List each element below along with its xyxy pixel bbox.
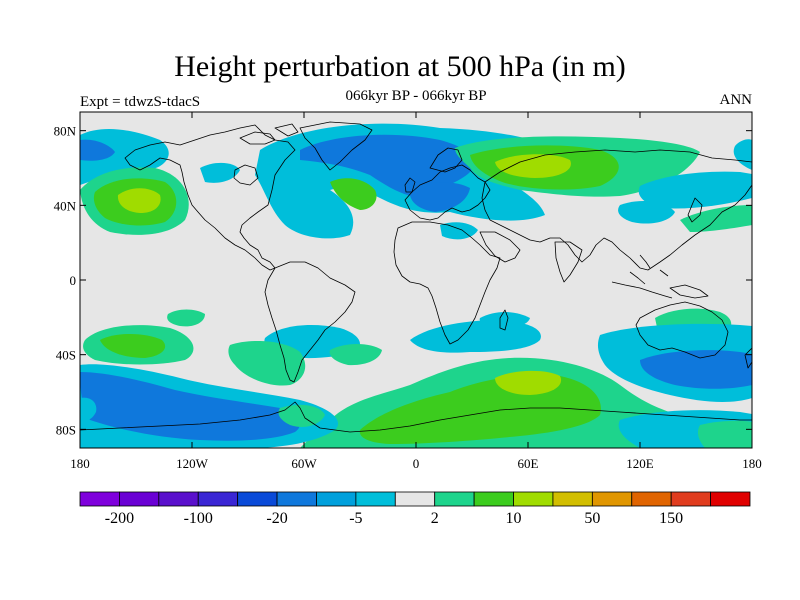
x-tick-label: 0 bbox=[413, 456, 420, 471]
colorbar-swatch bbox=[394, 491, 436, 507]
colorbar-swatch bbox=[631, 491, 672, 507]
colorbar-label: 50 bbox=[584, 510, 600, 527]
x-tick-label: 60E bbox=[518, 456, 539, 471]
coast-arabia bbox=[479, 231, 521, 263]
colorbar-swatch bbox=[710, 491, 751, 507]
colorbar-swatch bbox=[591, 491, 633, 507]
coast-india bbox=[554, 241, 583, 283]
contour-neg5-canada bbox=[200, 162, 240, 183]
coast-europe bbox=[404, 164, 491, 221]
axis-ticks: 180 120W 60W 0 60E 120E 180 80N 40N 0 40S 80S bbox=[54, 112, 762, 471]
x-tick-label: 180 bbox=[742, 456, 762, 471]
colorbar-label: -100 bbox=[184, 510, 213, 527]
colorbar-label: -20 bbox=[266, 510, 287, 527]
map-title: Height perturbation at 500 hPa (in m) bbox=[174, 50, 626, 83]
colorbar-swatch bbox=[670, 491, 711, 507]
x-tick-label: 120W bbox=[176, 456, 209, 471]
colorbar-swatch bbox=[355, 491, 396, 507]
contour-pos50-siberia bbox=[495, 154, 571, 178]
colorbar-swatch bbox=[158, 491, 199, 507]
colorbar-swatch bbox=[513, 491, 554, 507]
map-subtitle: 066kyr BP - 066kyr BP bbox=[345, 88, 487, 104]
contour-pos50-s-ocean bbox=[495, 370, 562, 395]
x-tick-label: 180 bbox=[70, 456, 90, 471]
colorbar-swatch bbox=[79, 491, 120, 507]
coast-antarctica bbox=[80, 401, 752, 433]
colorbar-label: 2 bbox=[431, 510, 439, 527]
x-tick-label: 120E bbox=[626, 456, 654, 471]
contour-neg20-s-indian bbox=[640, 350, 752, 389]
coast-australia bbox=[635, 301, 729, 359]
colorbar-label: 150 bbox=[659, 510, 683, 527]
contour-pos2-antarctic-pen bbox=[278, 404, 325, 427]
contour-neg20-s-pacific-band bbox=[80, 372, 300, 441]
contour-neg20-europe bbox=[409, 182, 470, 212]
season-label: ANN bbox=[719, 92, 753, 108]
contour-neg5-e-asia bbox=[618, 200, 675, 224]
coast-africa bbox=[393, 221, 501, 345]
contour-neg20-bering bbox=[80, 139, 115, 161]
colorbar-swatch bbox=[316, 491, 357, 507]
colorbar-label: 10 bbox=[506, 510, 522, 527]
contour-pos10-s-pacific bbox=[100, 334, 166, 358]
coast-indonesia bbox=[611, 254, 673, 299]
colorbar: -200 -100 -20 -5 2 10 50 150 bbox=[79, 491, 751, 527]
coastlines bbox=[80, 121, 752, 433]
contour-neg5-kamchatka bbox=[638, 171, 752, 209]
y-tick-label: 40N bbox=[54, 198, 77, 213]
colorbar-label: -200 bbox=[105, 510, 134, 527]
contour-neg5-n-pacific bbox=[80, 128, 169, 185]
coast-new-zealand bbox=[744, 347, 752, 369]
coast-south-america bbox=[264, 261, 356, 383]
contour-pos2-antarctic-east bbox=[697, 420, 752, 448]
contour-pos2-s-atlantic bbox=[228, 340, 306, 386]
coast-arctic-islands bbox=[239, 123, 299, 145]
contour-neg5-s-atlantic-small bbox=[479, 312, 530, 329]
y-tick-label: 80S bbox=[56, 422, 76, 437]
colorbar-swatch bbox=[119, 491, 160, 507]
contour-neg5-aus-right bbox=[740, 336, 752, 352]
colorbar-swatch bbox=[197, 491, 239, 507]
colorbar-swatch bbox=[434, 491, 475, 507]
contour-neg20-arctic bbox=[300, 134, 474, 198]
coast-north-america bbox=[124, 124, 296, 271]
coast-greenland bbox=[299, 121, 373, 171]
coast-british-isles bbox=[404, 177, 416, 193]
coast-asia bbox=[481, 149, 752, 271]
colorbar-swatch bbox=[237, 491, 278, 507]
colorbar-label: -5 bbox=[349, 510, 362, 527]
x-tick-label: 60W bbox=[291, 456, 317, 471]
y-tick-label: 40S bbox=[56, 348, 76, 363]
contour-pos50-ne-pacific bbox=[117, 188, 161, 213]
colorbar-swatch bbox=[552, 491, 593, 507]
coast-new-guinea bbox=[669, 284, 709, 299]
contour-pos10-n-atlantic bbox=[330, 178, 377, 210]
contour-neg5-gulf-of-alaska bbox=[733, 139, 752, 170]
colorbar-swatch bbox=[473, 491, 514, 507]
coast-scandinavia bbox=[429, 147, 463, 173]
coast-japan bbox=[687, 197, 703, 223]
filled-contours bbox=[80, 123, 752, 448]
coast-madagascar bbox=[499, 309, 509, 331]
experiment-label: Expt = tdwzS-tdacS bbox=[80, 94, 201, 110]
contour-pos2-s-atlantic-2 bbox=[329, 344, 382, 366]
y-tick-label: 0 bbox=[70, 273, 77, 288]
y-tick-label: 80N bbox=[54, 124, 77, 139]
contour-neg5-s-pacific-west bbox=[80, 397, 97, 421]
coast-hudson-bay bbox=[233, 164, 259, 186]
colorbar-swatch bbox=[276, 491, 317, 507]
contour-pos2-s-pacific-small bbox=[167, 309, 205, 327]
